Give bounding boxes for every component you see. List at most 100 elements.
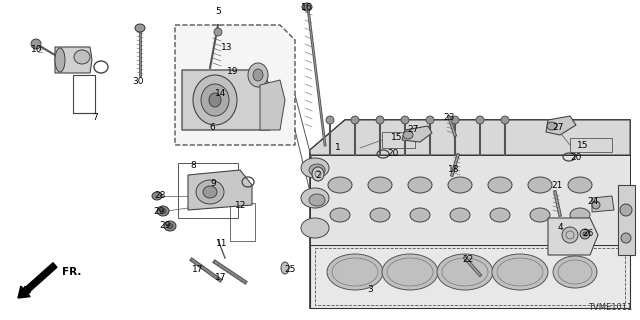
Text: 29: 29 xyxy=(154,207,164,217)
Text: 7: 7 xyxy=(92,114,98,123)
Text: 16: 16 xyxy=(301,4,313,12)
Text: 30: 30 xyxy=(132,77,144,86)
Ellipse shape xyxy=(31,39,41,49)
Ellipse shape xyxy=(248,63,268,87)
Ellipse shape xyxy=(196,180,224,204)
Ellipse shape xyxy=(328,177,352,193)
Ellipse shape xyxy=(164,221,176,231)
Ellipse shape xyxy=(490,208,510,222)
Polygon shape xyxy=(260,80,285,130)
Ellipse shape xyxy=(382,254,438,290)
Text: 20: 20 xyxy=(387,148,399,157)
Ellipse shape xyxy=(583,232,587,236)
Ellipse shape xyxy=(55,48,65,72)
Polygon shape xyxy=(182,70,270,130)
Ellipse shape xyxy=(528,177,552,193)
Polygon shape xyxy=(310,155,630,245)
Ellipse shape xyxy=(530,208,550,222)
Text: 14: 14 xyxy=(215,90,227,99)
Ellipse shape xyxy=(403,131,413,139)
Ellipse shape xyxy=(203,186,217,198)
Polygon shape xyxy=(175,25,295,145)
Text: 20: 20 xyxy=(570,154,582,163)
Ellipse shape xyxy=(562,227,578,243)
Text: 13: 13 xyxy=(221,44,233,52)
Ellipse shape xyxy=(135,24,145,32)
Ellipse shape xyxy=(592,201,600,209)
Ellipse shape xyxy=(253,69,263,81)
Ellipse shape xyxy=(301,158,329,178)
Text: 2: 2 xyxy=(315,171,321,180)
Text: 18: 18 xyxy=(448,165,460,174)
Polygon shape xyxy=(310,245,630,308)
Ellipse shape xyxy=(408,177,432,193)
Ellipse shape xyxy=(426,116,434,124)
Text: 17: 17 xyxy=(192,266,204,275)
Text: 1: 1 xyxy=(335,143,341,153)
Text: 4: 4 xyxy=(557,223,563,233)
Text: 17: 17 xyxy=(215,274,227,283)
Polygon shape xyxy=(546,116,576,135)
Ellipse shape xyxy=(476,116,484,124)
Text: 26: 26 xyxy=(582,228,594,237)
Ellipse shape xyxy=(201,84,229,116)
Ellipse shape xyxy=(214,28,222,36)
Text: 29: 29 xyxy=(159,221,171,230)
Ellipse shape xyxy=(326,116,334,124)
Polygon shape xyxy=(402,126,432,142)
Text: 24: 24 xyxy=(588,197,598,206)
Ellipse shape xyxy=(301,188,329,208)
Text: 19: 19 xyxy=(227,68,239,76)
Ellipse shape xyxy=(309,164,325,176)
Ellipse shape xyxy=(568,177,592,193)
Ellipse shape xyxy=(547,122,557,130)
Text: 9: 9 xyxy=(210,179,216,188)
Text: 5: 5 xyxy=(215,7,221,17)
FancyArrow shape xyxy=(18,263,57,298)
Ellipse shape xyxy=(74,50,90,64)
Ellipse shape xyxy=(401,116,409,124)
Ellipse shape xyxy=(309,194,325,206)
Ellipse shape xyxy=(410,208,430,222)
Text: 11: 11 xyxy=(216,238,228,247)
Ellipse shape xyxy=(368,177,392,193)
Text: FR.: FR. xyxy=(62,267,81,277)
Ellipse shape xyxy=(370,208,390,222)
Text: 25: 25 xyxy=(284,266,296,275)
Ellipse shape xyxy=(621,233,631,243)
Ellipse shape xyxy=(209,93,221,107)
Ellipse shape xyxy=(312,167,324,181)
Ellipse shape xyxy=(492,254,548,290)
Ellipse shape xyxy=(450,208,470,222)
Ellipse shape xyxy=(553,256,597,288)
Ellipse shape xyxy=(580,229,590,239)
Ellipse shape xyxy=(281,262,289,274)
Ellipse shape xyxy=(193,75,237,125)
Polygon shape xyxy=(548,218,598,255)
Ellipse shape xyxy=(301,218,329,238)
Ellipse shape xyxy=(620,204,632,216)
Polygon shape xyxy=(592,196,614,212)
Text: 22: 22 xyxy=(462,255,474,265)
Text: 21: 21 xyxy=(551,180,563,189)
Text: 12: 12 xyxy=(236,201,246,210)
Ellipse shape xyxy=(488,177,512,193)
Text: TVME1011: TVME1011 xyxy=(588,303,632,312)
Text: 8: 8 xyxy=(190,162,196,171)
Polygon shape xyxy=(188,170,252,210)
Ellipse shape xyxy=(167,223,173,228)
Ellipse shape xyxy=(302,3,312,11)
Ellipse shape xyxy=(330,208,350,222)
Ellipse shape xyxy=(437,254,493,290)
Polygon shape xyxy=(55,47,92,73)
Text: 27: 27 xyxy=(407,125,419,134)
Ellipse shape xyxy=(570,208,590,222)
Ellipse shape xyxy=(501,116,509,124)
Bar xyxy=(230,203,255,241)
Polygon shape xyxy=(618,185,635,255)
Ellipse shape xyxy=(376,116,384,124)
Ellipse shape xyxy=(451,116,459,124)
Polygon shape xyxy=(310,120,630,155)
Bar xyxy=(73,75,95,113)
Text: 27: 27 xyxy=(552,123,564,132)
